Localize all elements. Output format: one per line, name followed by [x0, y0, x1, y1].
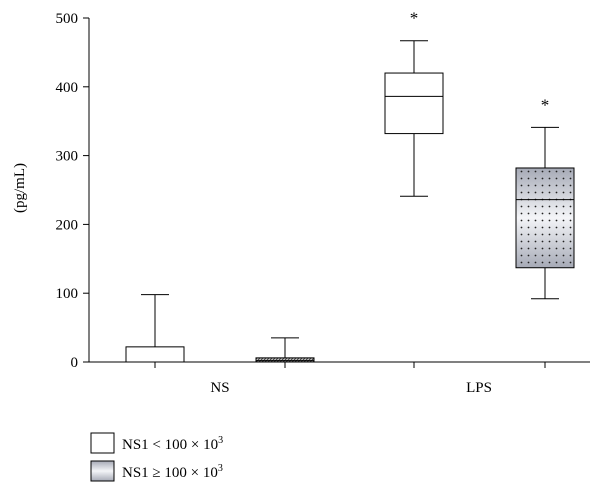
x-ticks: NS LPS — [154, 362, 546, 396]
box-body — [125, 346, 185, 363]
significance-marker: * — [410, 9, 419, 28]
box-body — [255, 357, 315, 363]
y-axis-label: (pg/mL) — [12, 163, 28, 213]
legend-swatch-white — [90, 432, 115, 454]
box-2-lps: * — [515, 95, 575, 300]
legend-entry-1: NS1 < 100 × 103 — [90, 432, 223, 454]
boxes: ** — [125, 9, 575, 363]
box-1-ns — [125, 294, 185, 363]
y-ticks: 0 100 200 300 400 500 — [56, 11, 89, 371]
box-2-ns — [255, 337, 315, 363]
box-body — [384, 72, 444, 135]
legend-entry-2: NS1 ≥ 100 × 103 — [90, 460, 223, 482]
box-dots — [516, 167, 574, 268]
y-tick-label-500: 500 — [56, 11, 79, 27]
legend: NS1 < 100 × 103 NS1 ≥ 100 × 103 — [90, 432, 223, 482]
y-tick-label-300: 300 — [56, 149, 79, 165]
y-tick-label-200: 200 — [56, 217, 79, 233]
axes — [88, 18, 590, 363]
y-tick-label-100: 100 — [56, 286, 79, 302]
x-category-label-ns: NS — [210, 380, 229, 396]
legend-label-1: NS1 < 100 × 103 — [122, 435, 223, 453]
legend-label-2: NS1 ≥ 100 × 103 — [122, 463, 223, 481]
legend-swatch-gray — [90, 460, 115, 482]
y-tick-label-0: 0 — [71, 355, 79, 371]
box-1-lps: * — [384, 9, 444, 197]
x-category-label-lps: LPS — [466, 380, 492, 396]
y-tick-label-400: 400 — [56, 80, 79, 96]
significance-marker: * — [541, 95, 550, 114]
